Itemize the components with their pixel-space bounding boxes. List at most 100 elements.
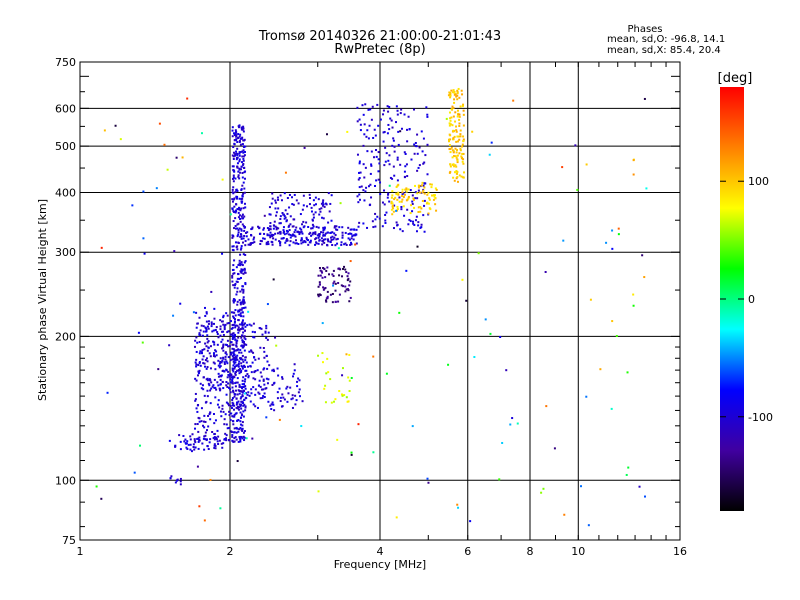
data-point xyxy=(242,272,245,275)
data-point xyxy=(262,237,265,240)
data-point xyxy=(461,278,464,281)
data-point xyxy=(334,234,337,237)
data-point xyxy=(234,385,237,388)
data-point xyxy=(239,312,242,315)
data-point xyxy=(231,198,234,201)
data-point xyxy=(258,392,261,395)
data-point xyxy=(317,242,320,245)
data-point xyxy=(244,378,247,381)
data-point xyxy=(223,324,226,327)
data-point xyxy=(259,397,262,400)
data-point xyxy=(242,376,245,379)
data-point xyxy=(377,151,380,154)
data-point xyxy=(217,372,220,375)
data-point xyxy=(423,182,426,185)
data-point xyxy=(285,219,288,222)
data-point xyxy=(420,184,423,187)
data-point xyxy=(254,388,257,391)
data-point xyxy=(335,225,338,228)
data-point xyxy=(231,177,234,180)
data-point xyxy=(214,368,217,371)
x-tick-label: 10 xyxy=(571,545,585,558)
data-point xyxy=(205,438,208,441)
data-point xyxy=(392,227,395,230)
data-point xyxy=(396,156,399,159)
data-point xyxy=(382,131,385,134)
data-point xyxy=(225,368,228,371)
data-point xyxy=(163,143,166,146)
data-point xyxy=(245,437,248,440)
data-point xyxy=(279,230,282,233)
data-point xyxy=(209,379,212,382)
data-point xyxy=(453,155,456,158)
data-point xyxy=(236,354,239,357)
data-point xyxy=(327,240,330,243)
data-point xyxy=(231,380,234,383)
data-point xyxy=(605,241,608,244)
data-point xyxy=(340,393,343,396)
data-point xyxy=(251,361,254,364)
data-point xyxy=(309,197,312,200)
data-point xyxy=(273,224,276,227)
data-point xyxy=(230,376,233,379)
data-point xyxy=(237,231,240,234)
data-point xyxy=(213,446,216,449)
data-point xyxy=(231,377,234,380)
data-point xyxy=(386,132,389,135)
data-point xyxy=(243,403,246,406)
data-point xyxy=(212,340,215,343)
data-point xyxy=(237,211,240,214)
data-point xyxy=(237,175,240,178)
data-point xyxy=(241,387,244,390)
data-point xyxy=(456,149,459,152)
data-point xyxy=(239,253,242,256)
data-point xyxy=(322,199,325,202)
data-point xyxy=(232,169,235,172)
data-point xyxy=(244,226,247,229)
data-point xyxy=(314,233,317,236)
data-point xyxy=(289,215,292,218)
data-point xyxy=(370,150,373,153)
data-point xyxy=(225,312,228,315)
data-point xyxy=(545,405,548,408)
data-point xyxy=(347,289,350,292)
data-point xyxy=(230,320,233,323)
data-point xyxy=(223,423,226,426)
data-point xyxy=(235,342,238,345)
data-point xyxy=(195,358,198,361)
data-point xyxy=(272,368,275,371)
data-point xyxy=(277,207,280,210)
data-point xyxy=(232,360,235,363)
x-tick-label: 8 xyxy=(527,545,534,558)
data-point xyxy=(452,163,455,166)
data-point xyxy=(234,326,237,329)
data-point xyxy=(641,254,644,257)
data-point xyxy=(281,393,284,396)
data-point xyxy=(260,240,263,243)
data-point xyxy=(395,516,398,519)
x-tick-label: 16 xyxy=(673,545,687,558)
data-point xyxy=(450,116,453,119)
data-point xyxy=(323,267,326,270)
data-point xyxy=(240,362,243,365)
data-point xyxy=(205,345,208,348)
data-point xyxy=(354,243,357,246)
data-point xyxy=(399,112,402,115)
data-point xyxy=(275,344,278,347)
data-point xyxy=(251,241,254,244)
data-point xyxy=(453,165,456,168)
data-point xyxy=(323,387,326,390)
data-point xyxy=(388,200,391,203)
data-point xyxy=(262,395,265,398)
data-point xyxy=(267,229,270,232)
data-point xyxy=(415,215,418,218)
data-point xyxy=(452,151,455,154)
data-point xyxy=(242,237,245,240)
data-point xyxy=(397,193,400,196)
data-point xyxy=(455,151,458,154)
data-point xyxy=(283,398,286,401)
stats-line-o: mean, sd,O: -96.8, 14.1 xyxy=(607,34,725,45)
data-point xyxy=(243,335,246,338)
data-point xyxy=(281,405,284,408)
